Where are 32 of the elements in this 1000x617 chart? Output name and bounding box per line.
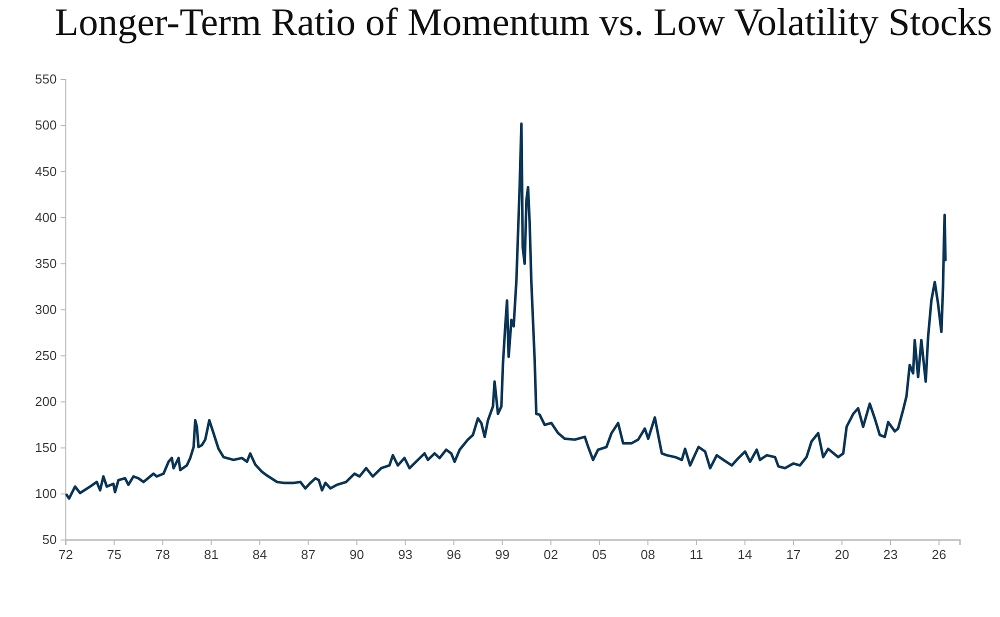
x-tick-label: 08: [640, 547, 656, 562]
x-tick-label: 26: [932, 547, 946, 562]
x-tick-label: 11: [690, 547, 704, 562]
y-tick-label: 250: [34, 348, 57, 363]
y-tick-label: 300: [34, 302, 57, 317]
x-tick-label: 90: [350, 547, 364, 562]
x-tick-label: 02: [544, 547, 558, 562]
y-tick-label: 200: [34, 394, 57, 410]
x-tick-label: 72: [58, 547, 73, 562]
x-tick-label: 96: [446, 547, 462, 562]
x-tick-label: 14: [738, 547, 752, 562]
x-tick-label: 17: [786, 547, 801, 562]
x-tick-label: 23: [883, 547, 898, 562]
y-tick-label: 50: [42, 532, 57, 548]
x-tick-label: 93: [398, 547, 413, 562]
y-tick-label: 350: [34, 256, 57, 271]
y-tick-label: 500: [34, 118, 57, 133]
x-tick-label: 20: [834, 547, 850, 562]
y-tick-label: 100: [34, 486, 57, 502]
chart-title: Longer-Term Ratio of Momentum vs. Low Volatility Stocks: [54, 1, 992, 44]
y-tick-label: 450: [34, 164, 57, 179]
x-tick-label: 87: [301, 547, 316, 562]
y-tick-label: 150: [34, 440, 57, 456]
y-tick-label: 400: [34, 210, 57, 225]
x-tick-label: 75: [106, 547, 122, 562]
x-tick-label: 78: [155, 547, 170, 562]
x-tick-label: 99: [495, 547, 510, 562]
y-tick-label: 550: [34, 72, 57, 87]
x-tick-label: 81: [204, 547, 218, 562]
line-series: [65, 122, 947, 500]
x-tick-label: 05: [592, 547, 607, 562]
x-tick-label: 84: [252, 547, 267, 562]
